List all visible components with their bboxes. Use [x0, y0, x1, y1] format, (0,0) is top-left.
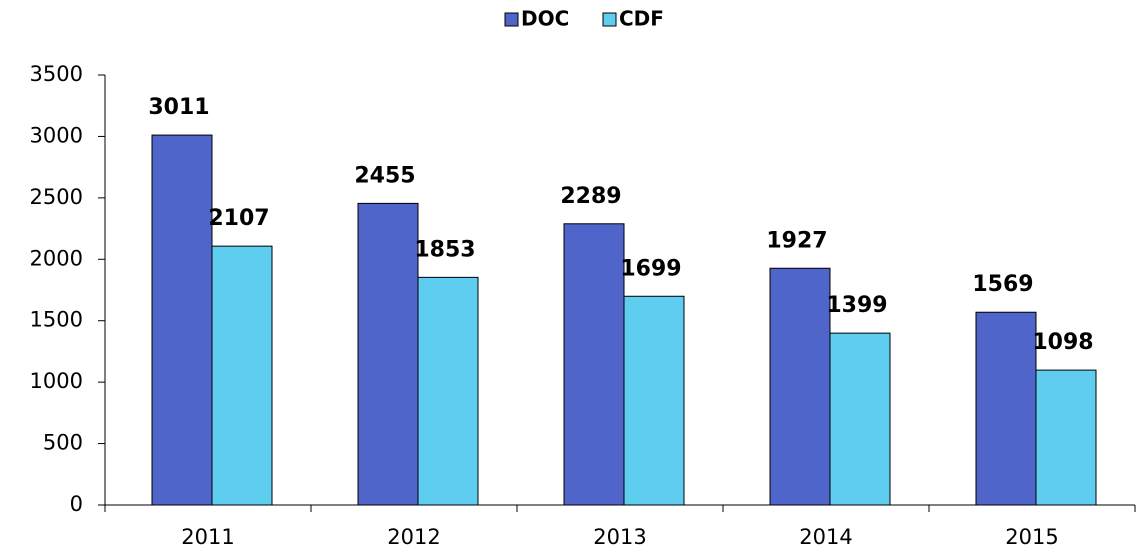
bar	[623, 295, 685, 506]
value-label: 1699	[620, 256, 681, 281]
legend-label: CDF	[619, 7, 664, 31]
value-label: 1853	[414, 237, 475, 262]
y-tick-label: 1000	[30, 369, 83, 393]
bar	[211, 245, 273, 506]
y-tick-label: 2000	[30, 246, 83, 270]
x-tick-label: 2013	[593, 525, 646, 549]
bar	[357, 202, 419, 506]
bar	[975, 311, 1037, 506]
legend-swatch	[504, 12, 519, 27]
value-label: 1569	[972, 272, 1033, 297]
legend-label: DOC	[521, 7, 569, 31]
bar	[769, 267, 831, 506]
value-label: 1399	[826, 293, 887, 318]
x-tick-label: 2015	[1005, 525, 1058, 549]
bar	[1035, 369, 1097, 506]
value-label: 2455	[354, 163, 415, 188]
y-tick-label: 0	[70, 492, 83, 516]
y-tick-label: 3500	[30, 62, 83, 86]
bar	[417, 276, 479, 506]
x-tick-label: 2014	[799, 525, 852, 549]
y-tick-label: 3000	[30, 123, 83, 147]
value-label: 1927	[766, 228, 827, 253]
bar	[829, 332, 891, 506]
value-label: 3011	[148, 95, 209, 120]
bar	[563, 223, 625, 506]
y-tick-label: 1500	[30, 308, 83, 332]
y-tick-label: 2500	[30, 185, 83, 209]
x-tick-label: 2012	[387, 525, 440, 549]
value-label: 1098	[1032, 330, 1093, 355]
x-tick-label: 2011	[181, 525, 234, 549]
legend-swatch	[602, 12, 617, 27]
value-label: 2289	[560, 184, 621, 209]
y-tick-label: 500	[43, 431, 83, 455]
value-label: 2107	[208, 206, 269, 231]
bar	[151, 134, 213, 506]
